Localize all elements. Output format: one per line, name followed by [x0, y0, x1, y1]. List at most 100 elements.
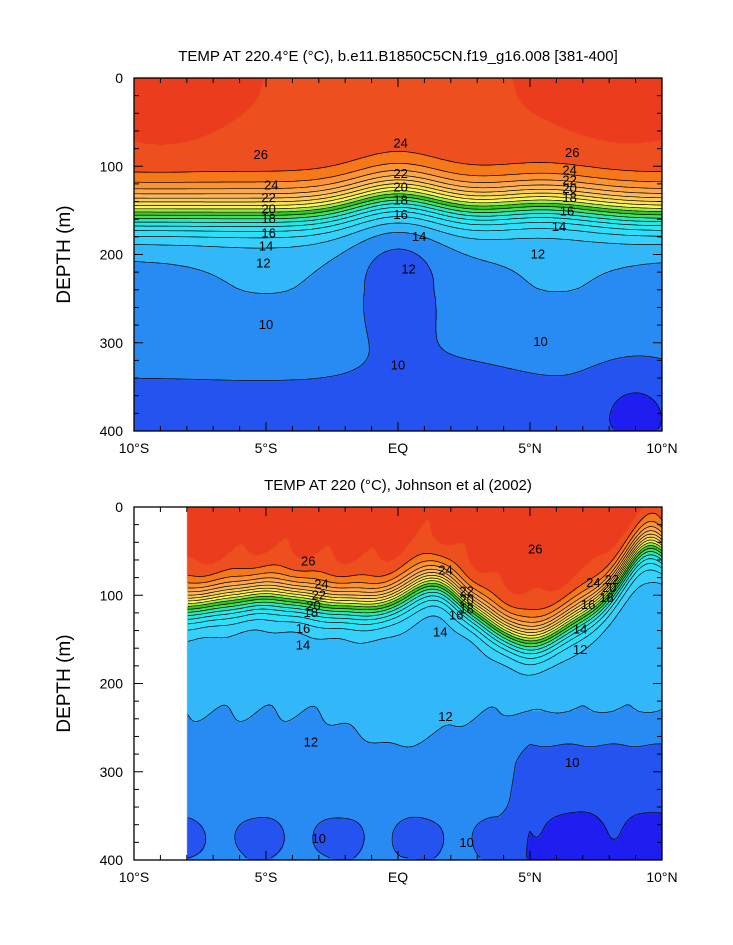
contour-lines: [187, 512, 663, 859]
contour-label: 16: [393, 207, 407, 222]
filled-contours: [134, 78, 662, 431]
x-tick-label: EQ: [388, 440, 408, 456]
contour-11: [133, 231, 663, 294]
contour-label: 20: [261, 201, 275, 216]
contour-17: [134, 199, 662, 220]
contour-label: 16: [261, 225, 275, 240]
contour-label: 18: [393, 193, 407, 208]
y-tick-label: 200: [100, 247, 124, 263]
x-tick-label: 10°S: [119, 440, 150, 456]
contour-label: 26: [528, 541, 542, 556]
filled-contours: [134, 507, 662, 860]
y-axis-label: DEPTH (m): [54, 634, 75, 732]
x-axis: 10°S 5°S EQ 5°N 10°N: [119, 507, 678, 885]
contour-label: 10: [391, 358, 405, 373]
contour-24: [134, 175, 663, 195]
y-tick-label: 300: [100, 335, 124, 351]
contour-11: [187, 704, 663, 748]
contour-label: 12: [256, 255, 270, 270]
contour-label: 18: [459, 601, 473, 616]
contour-label: 16: [449, 608, 463, 623]
contour-label: 22: [393, 166, 407, 181]
contour-18: [187, 548, 663, 645]
contour-23: [134, 179, 663, 199]
contour-label: 18: [261, 211, 275, 226]
contour-21: [187, 539, 663, 636]
contour-21: [134, 186, 663, 206]
contour-18: [134, 196, 663, 216]
contour-12: [187, 582, 663, 676]
contour-label: 14: [259, 239, 273, 254]
contour-label: 10: [259, 317, 273, 332]
chart-title: TEMP AT 220 (°C), Johnson et al (2002): [264, 477, 532, 494]
contour-23: [187, 533, 663, 630]
contour-label: 20: [393, 179, 407, 194]
contour-15: [187, 558, 663, 655]
x-tick-label: 10°S: [119, 869, 150, 885]
contour-27: [133, 151, 662, 173]
contour-label: 24: [438, 563, 452, 578]
contour-10: [187, 743, 662, 859]
contour-label: 22: [605, 572, 619, 587]
contour-16: [187, 554, 663, 651]
x-tick-label: 10°N: [646, 440, 677, 456]
y-tick-label: 0: [115, 499, 123, 515]
x-tick-label: 5°N: [518, 440, 542, 456]
contour-label: 10: [565, 755, 579, 770]
y-tick-label: 0: [115, 70, 123, 86]
contour-label: 18: [599, 590, 613, 605]
contour-26: [187, 520, 663, 618]
contour-13: [187, 569, 663, 666]
contour-label: 22: [261, 190, 275, 205]
y-tick-label: 400: [100, 423, 124, 439]
contour-label: 22: [312, 587, 326, 602]
contour-label: 18: [304, 605, 318, 620]
contour-label: 20: [562, 181, 576, 196]
contour-25: [188, 526, 663, 623]
contour-label: 20: [602, 580, 616, 595]
y-tick-label: 200: [100, 676, 124, 692]
chart-title: TEMP AT 220.4°E (°C), b.e11.B1850C5CN.f1…: [178, 48, 618, 65]
contour-label: 16: [560, 203, 574, 218]
contour-label: 24: [314, 577, 328, 592]
contour-label: 24: [264, 178, 278, 193]
contour-19: [187, 545, 663, 642]
contour-label: 24: [586, 575, 600, 590]
contour-label: 26: [301, 554, 315, 569]
contour-label: 12: [304, 735, 318, 750]
contour-label: 10: [312, 831, 326, 846]
contour-15: [134, 206, 662, 227]
contour-label: 16: [296, 621, 310, 636]
contour-14: [134, 211, 662, 232]
contour-lines: [133, 151, 663, 430]
contour-labels: 2624222018161412102422201816141210262422…: [253, 135, 579, 372]
contour-label: 18: [562, 190, 576, 205]
contour-label: 10: [459, 835, 473, 850]
y-axis-label: DEPTH (m): [54, 205, 75, 303]
contour-label: 22: [562, 172, 576, 187]
contour-26: [134, 162, 662, 183]
x-tick-label: 5°S: [255, 440, 278, 456]
contour-27: [187, 512, 663, 610]
contour-label: 12: [438, 709, 452, 724]
x-tick-label: EQ: [388, 869, 408, 885]
y-tick-label: 100: [100, 158, 124, 174]
contour-label: 14: [296, 638, 310, 653]
contour-label: 22: [459, 584, 473, 599]
y-tick-label: 100: [100, 587, 124, 603]
x-tick-label: 10°N: [646, 869, 677, 885]
contour-label: 12: [531, 247, 545, 262]
contour-label: 14: [412, 229, 426, 244]
y-tick-label: 400: [100, 852, 124, 868]
contour-label: 14: [433, 624, 447, 639]
contour-24: [188, 530, 663, 627]
contour-label: 24: [562, 163, 576, 178]
contour-label: 26: [253, 147, 267, 162]
contour-16: [133, 203, 663, 223]
contour-label: 26: [565, 145, 579, 160]
contour-20: [187, 542, 663, 639]
x-tick-label: 5°S: [255, 869, 278, 885]
